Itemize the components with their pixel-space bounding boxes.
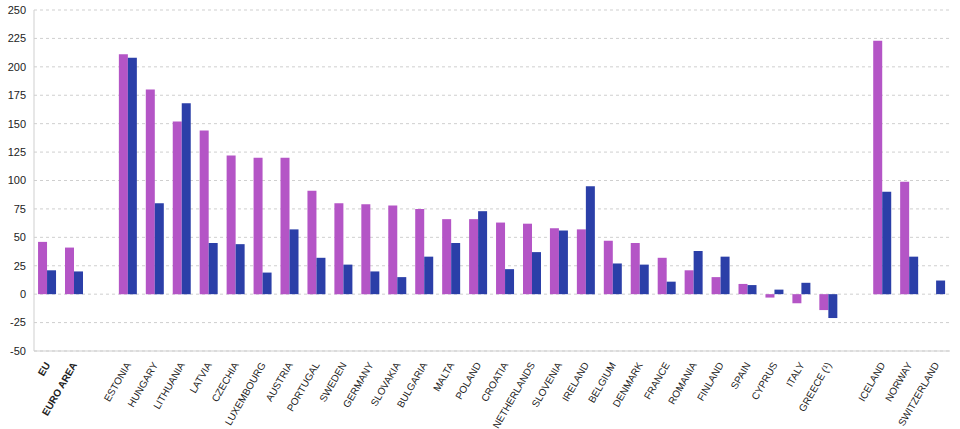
svg-text:25: 25	[14, 260, 26, 272]
svg-text:150: 150	[8, 118, 26, 130]
svg-text:LATVIA: LATVIA	[187, 360, 214, 395]
svg-text:75: 75	[14, 203, 26, 215]
svg-text:BULGARIA: BULGARIA	[395, 360, 430, 410]
svg-text:50: 50	[14, 231, 26, 243]
svg-text:ITALY: ITALY	[784, 360, 807, 389]
svg-text:LUXEMBOURG: LUXEMBOURG	[223, 360, 268, 427]
svg-text:ROMANIA: ROMANIA	[666, 360, 699, 406]
svg-text:EURO AREA: EURO AREA	[40, 360, 79, 417]
svg-text:SLOVENIA: SLOVENIA	[530, 360, 565, 409]
svg-text:MALTA: MALTA	[431, 360, 457, 393]
svg-text:EU: EU	[36, 360, 52, 378]
svg-text:ESTONIA: ESTONIA	[101, 360, 134, 404]
svg-text:SLOVAKIA: SLOVAKIA	[368, 360, 403, 408]
svg-text:100: 100	[8, 174, 26, 186]
svg-text:NORWAY: NORWAY	[883, 360, 915, 404]
svg-text:SWEDEN: SWEDEN	[317, 360, 349, 404]
svg-text:LITHUANIA: LITHUANIA	[151, 360, 187, 411]
svg-text:-50: -50	[10, 345, 26, 357]
svg-text:175: 175	[8, 89, 26, 101]
svg-text:NETHERLANDS: NETHERLANDS	[490, 360, 537, 429]
svg-text:GREECE (¹): GREECE (¹)	[797, 360, 834, 413]
svg-text:SWITZERLAND: SWITZERLAND	[896, 360, 941, 428]
svg-text:HUNGARY: HUNGARY	[125, 360, 160, 409]
svg-text:POLAND: POLAND	[453, 360, 483, 401]
svg-text:FINLAND: FINLAND	[695, 360, 726, 403]
svg-text:250: 250	[8, 4, 26, 16]
svg-text:IRELAND: IRELAND	[559, 360, 592, 404]
svg-text:PORTUGAL: PORTUGAL	[285, 360, 322, 413]
svg-text:AUSTRIA: AUSTRIA	[263, 360, 295, 404]
svg-text:CROATIA: CROATIA	[478, 360, 511, 404]
svg-text:125: 125	[8, 146, 26, 158]
svg-text:GERMANY: GERMANY	[340, 360, 376, 410]
svg-text:225: 225	[8, 32, 26, 44]
svg-text:SPAIN: SPAIN	[729, 360, 753, 391]
svg-text:BELGIUM: BELGIUM	[586, 360, 618, 405]
svg-text:ICELAND: ICELAND	[856, 360, 888, 404]
svg-text:-25: -25	[10, 316, 26, 328]
svg-text:CZECHIA: CZECHIA	[209, 360, 241, 404]
svg-text:CYPRUS: CYPRUS	[749, 360, 780, 402]
svg-text:200: 200	[8, 61, 26, 73]
svg-text:DENMARK: DENMARK	[610, 360, 645, 409]
svg-text:0: 0	[20, 288, 26, 300]
svg-text:FRANCE: FRANCE	[642, 360, 672, 401]
